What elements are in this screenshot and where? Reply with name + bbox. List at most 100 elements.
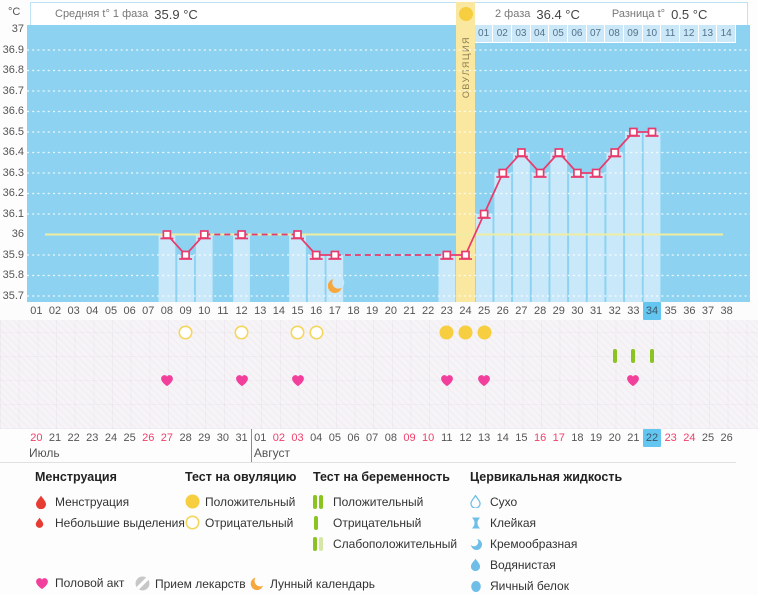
temp-marker[interactable] <box>237 230 246 239</box>
temp-marker[interactable] <box>591 168 601 178</box>
calendar-date-cell[interactable]: 24 <box>104 432 118 444</box>
calendar-date-cell[interactable]: 22 <box>67 432 80 444</box>
cycle-day-cell[interactable]: 21 <box>403 305 416 317</box>
calendar-date-cell[interactable]: 06 <box>347 432 360 444</box>
temp-marker[interactable] <box>311 250 321 260</box>
calendar-date-cell[interactable]: 13 <box>477 432 491 444</box>
cycle-day-cell[interactable]: 38 <box>720 305 733 317</box>
temp-marker[interactable] <box>293 230 302 239</box>
legend-item: Яичный белок <box>470 575 622 595</box>
cycle-day-cell[interactable]: 24 <box>459 305 472 317</box>
temp-marker[interactable] <box>535 168 545 178</box>
calendar-date-cell[interactable]: 12 <box>459 432 472 444</box>
cycle-day-cell[interactable]: 26 <box>496 305 509 317</box>
cycle-day-cell[interactable]: 35 <box>664 305 677 317</box>
calendar-date-cell[interactable]: 20 <box>30 432 43 444</box>
calendar-date-cell[interactable]: 22 <box>642 429 662 447</box>
cycle-day-cell[interactable]: 06 <box>123 305 136 317</box>
temp-bar <box>195 234 213 302</box>
temp-marker[interactable] <box>461 250 470 260</box>
cycle-day-cell[interactable]: 36 <box>683 305 696 317</box>
calendar-date-cell[interactable]: 14 <box>496 432 509 444</box>
cycle-day-cell[interactable]: 15 <box>291 305 304 317</box>
cycle-day-cell[interactable]: 18 <box>347 305 360 317</box>
cycle-day-cell[interactable]: 17 <box>328 305 341 317</box>
temp-marker[interactable] <box>554 148 564 157</box>
temp-marker[interactable] <box>442 250 452 260</box>
calendar-date-cell[interactable]: 07 <box>366 432 379 444</box>
temp-marker[interactable] <box>647 127 657 137</box>
calendar-date-cell[interactable]: 15 <box>515 432 528 444</box>
calendar-date-cell[interactable]: 20 <box>608 432 621 444</box>
cycle-day-cell[interactable]: 31 <box>589 305 603 317</box>
calendar-date-cell[interactable]: 16 <box>533 432 547 444</box>
temp-marker[interactable] <box>162 230 172 239</box>
calendar-date-cell[interactable]: 05 <box>328 432 341 444</box>
legend-group: Тест на овуляцию Положительный Отрицательн… <box>185 470 296 533</box>
calendar-date-cell[interactable]: 21 <box>627 432 640 444</box>
temp-marker[interactable] <box>610 148 620 157</box>
cycle-day-cell[interactable]: 11 <box>217 305 229 317</box>
calendar-date-cell[interactable]: 23 <box>86 432 99 444</box>
temp-marker[interactable] <box>629 127 638 137</box>
cycle-day-cell[interactable]: 28 <box>533 305 547 317</box>
calendar-date-cell[interactable]: 31 <box>235 432 248 444</box>
calendar-date-cell[interactable]: 08 <box>384 432 397 444</box>
calendar-date-cell[interactable]: 25 <box>123 432 136 444</box>
calendar-date-cell[interactable]: 30 <box>216 432 230 444</box>
cycle-day-cell[interactable]: 23 <box>440 305 453 317</box>
cycle-day-cell[interactable]: 01 <box>30 305 43 317</box>
temp-marker[interactable] <box>479 209 489 219</box>
cycle-day-cell[interactable]: 13 <box>254 305 267 317</box>
cycle-day-cell[interactable]: 12 <box>235 305 248 317</box>
calendar-date-cell[interactable]: 01 <box>254 432 267 444</box>
calendar-date-cell[interactable]: 18 <box>571 432 584 444</box>
calendar-date-cell[interactable]: 09 <box>403 432 416 444</box>
cycle-day-cell[interactable]: 14 <box>272 305 285 317</box>
calendar-date-cell[interactable]: 23 <box>664 432 677 444</box>
calendar-date-cell[interactable]: 25 <box>701 432 715 444</box>
calendar-date-cell[interactable]: 26 <box>720 432 733 444</box>
cycle-day-cell[interactable]: 25 <box>477 305 491 317</box>
calendar-date-cell[interactable]: 21 <box>48 432 62 444</box>
temp-marker[interactable] <box>498 168 508 178</box>
calendar-date-cell[interactable]: 26 <box>142 432 155 444</box>
phase2-day-cell: 01 <box>474 25 494 43</box>
cycle-day-cell[interactable]: 19 <box>366 305 379 317</box>
cycle-day-cell[interactable]: 04 <box>86 305 99 317</box>
phase1-label: Средняя t° 1 фаза <box>55 8 149 20</box>
cycle-day-cell[interactable]: 16 <box>310 305 323 317</box>
cycle-day-cell[interactable]: 10 <box>198 305 211 317</box>
calendar-date-cell[interactable]: 24 <box>683 432 696 444</box>
cycle-day-cell[interactable]: 03 <box>67 305 80 317</box>
temp-marker[interactable] <box>199 230 209 239</box>
calendar-date-cell[interactable]: 02 <box>272 432 285 444</box>
cycle-day-cell[interactable]: 08 <box>160 305 174 317</box>
cycle-day-cell[interactable]: 20 <box>384 305 397 317</box>
calendar-date-cell[interactable]: 04 <box>310 432 323 444</box>
temp-marker[interactable] <box>330 250 340 260</box>
calendar-date-cell[interactable]: 11 <box>441 432 453 444</box>
cycle-day-cell[interactable]: 34 <box>642 302 662 320</box>
calendar-date-cell[interactable]: 17 <box>552 432 565 444</box>
calendar-date-cell[interactable]: 03 <box>291 432 304 444</box>
calendar-date-cell[interactable]: 19 <box>589 432 603 444</box>
cycle-day-cell[interactable]: 02 <box>48 305 62 317</box>
cycle-day-cell[interactable]: 27 <box>515 305 528 317</box>
cycle-day-cell[interactable]: 05 <box>104 305 118 317</box>
cycle-day-cell[interactable]: 22 <box>422 305 435 317</box>
calendar-date-cell[interactable]: 29 <box>198 432 211 444</box>
temp-marker[interactable] <box>517 148 526 157</box>
temp-marker[interactable] <box>573 168 582 178</box>
calendar-date-cell[interactable]: 27 <box>160 432 174 444</box>
cycle-day-cell[interactable]: 33 <box>627 305 640 317</box>
calendar-date-cell[interactable]: 10 <box>422 432 435 444</box>
cycle-day-cell[interactable]: 29 <box>552 305 565 317</box>
cycle-day-cell[interactable]: 32 <box>608 305 621 317</box>
cycle-day-cell[interactable]: 37 <box>701 305 715 317</box>
cycle-day-cell[interactable]: 07 <box>142 305 155 317</box>
calendar-date-cell[interactable]: 28 <box>179 432 192 444</box>
cycle-day-cell[interactable]: 09 <box>179 305 192 317</box>
cycle-day-cell[interactable]: 30 <box>571 305 584 317</box>
temp-marker[interactable] <box>181 250 190 260</box>
